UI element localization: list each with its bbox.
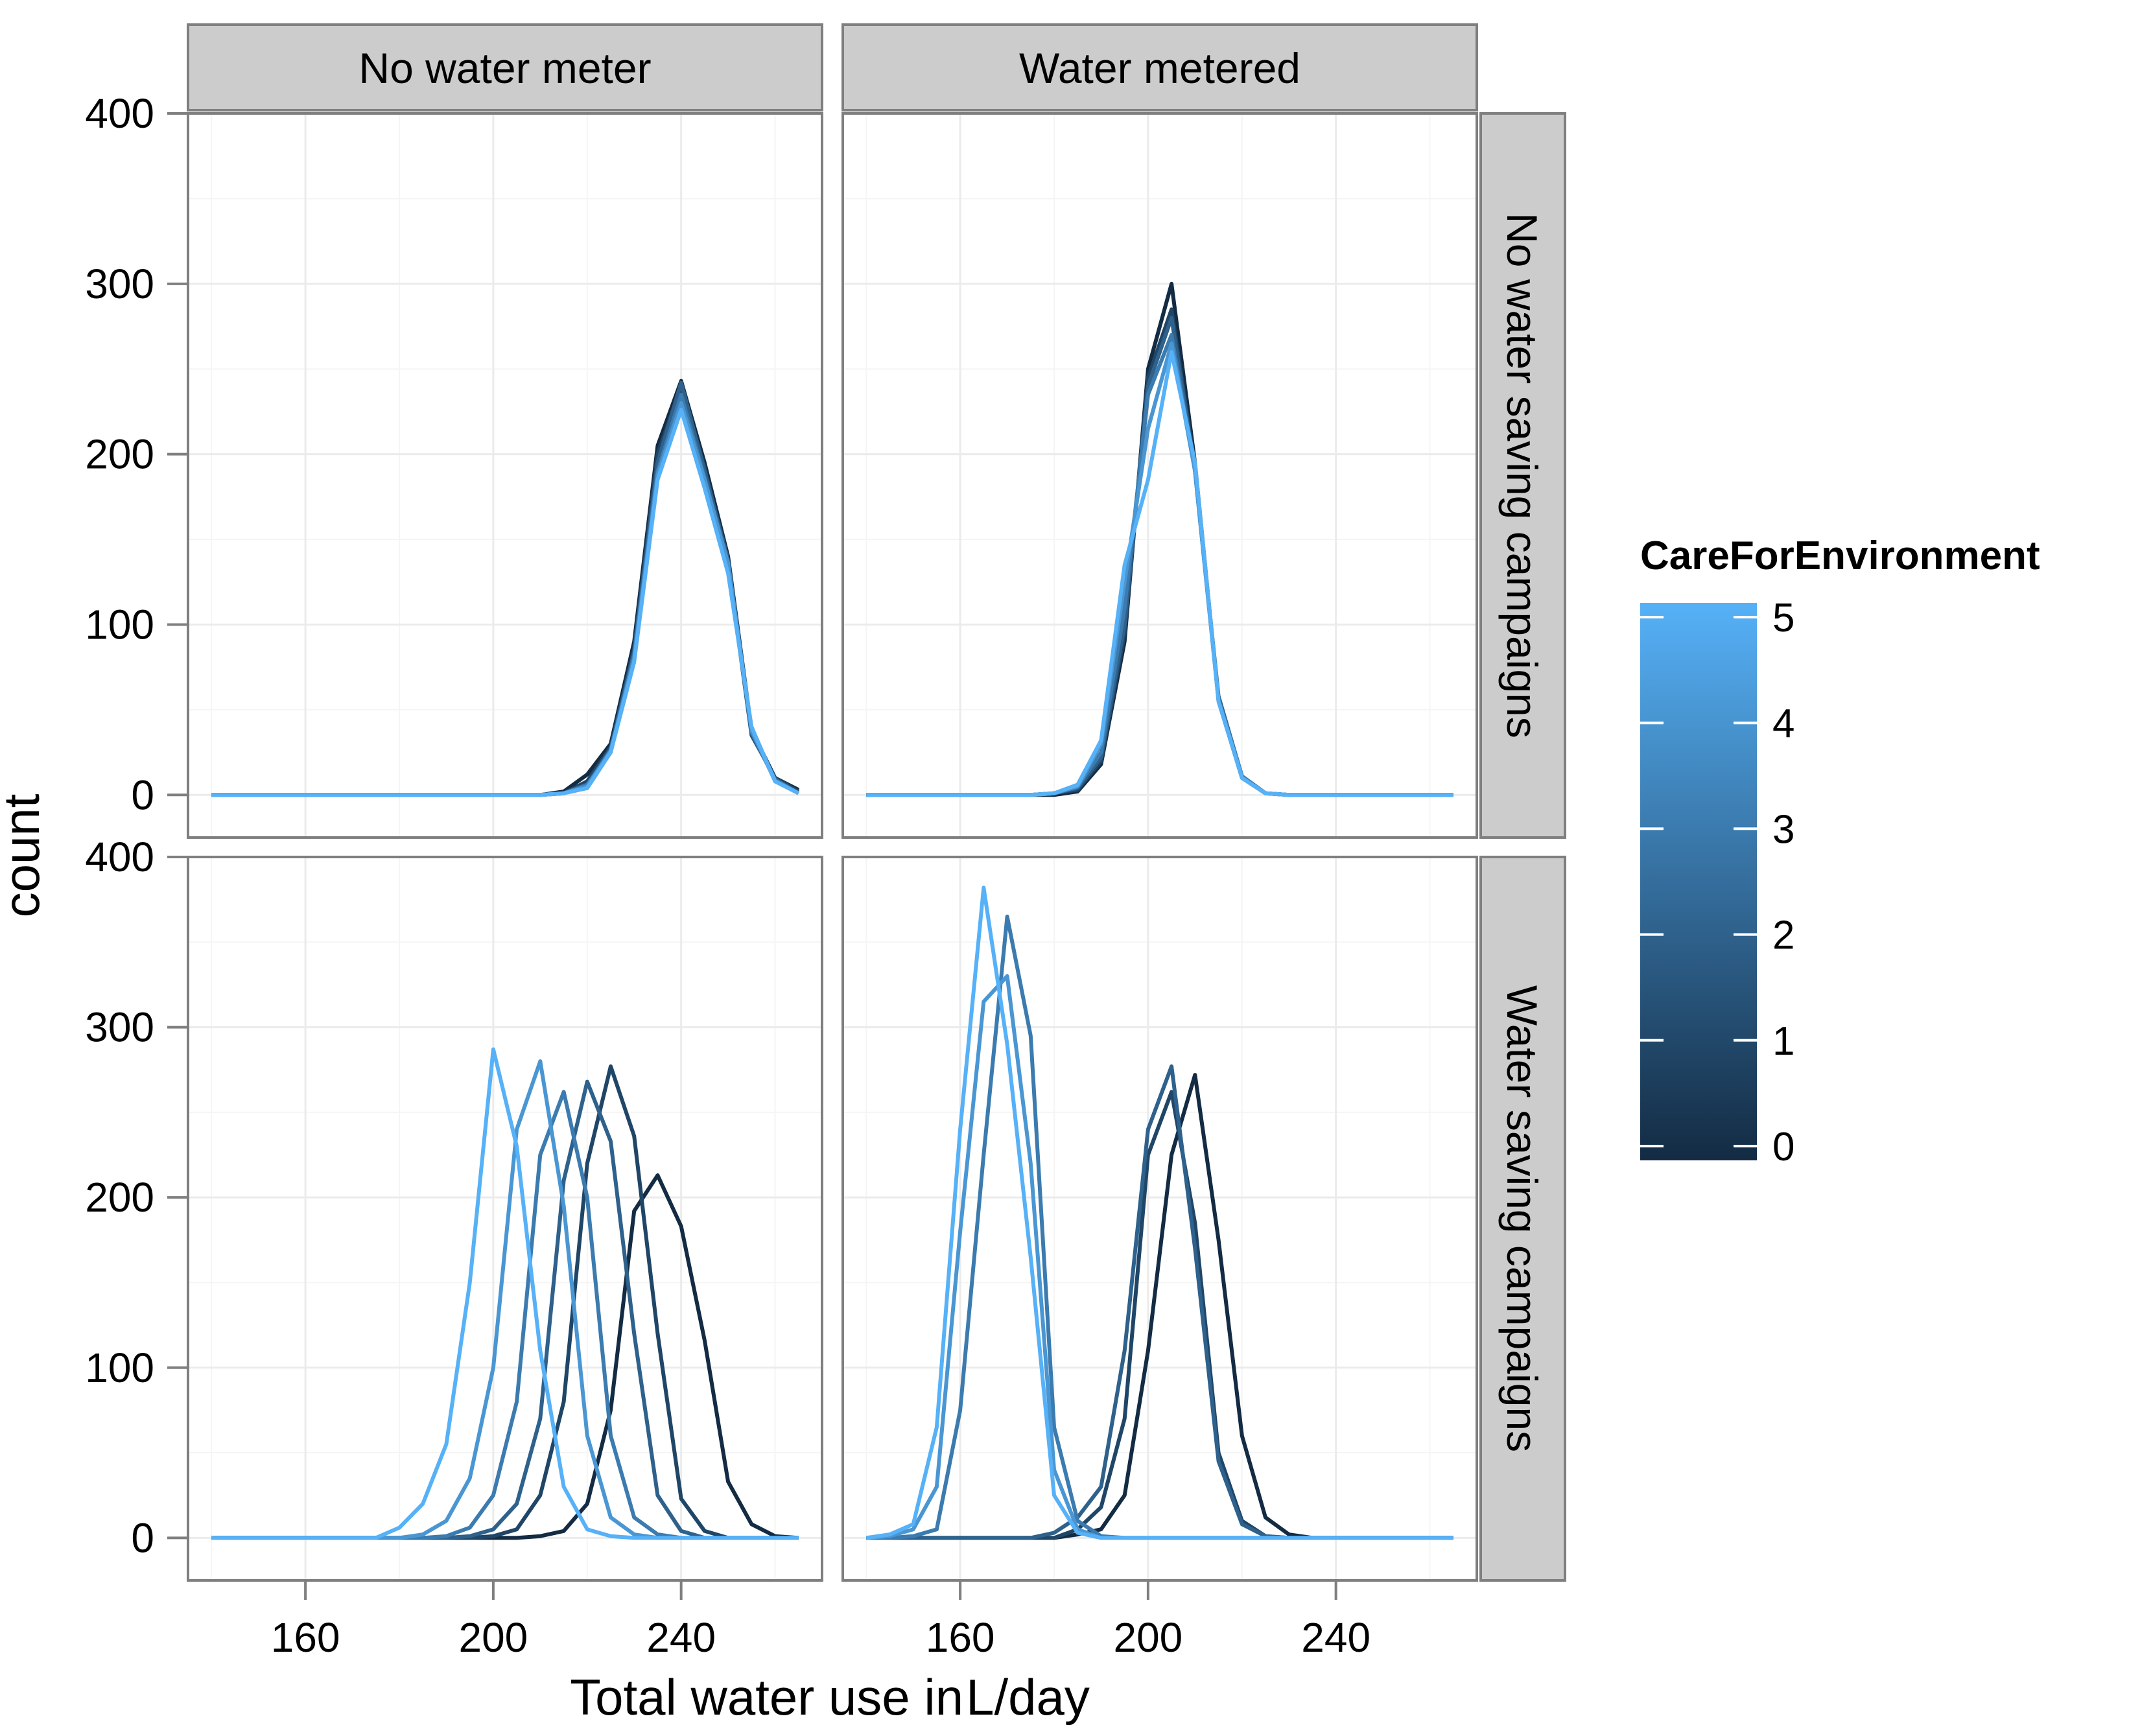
legend-tick-label: 4: [1772, 701, 1794, 746]
strip-label: No water meter: [359, 44, 651, 92]
y-tick-label: 300: [85, 261, 154, 307]
panel-background: [843, 113, 1477, 838]
panel-border: [187, 112, 823, 839]
x-tick-label: 200: [458, 1614, 528, 1661]
strip-background: [187, 23, 823, 111]
y-tick-label: 300: [85, 1004, 154, 1051]
legend-colorbar: [1640, 603, 1757, 1160]
panel-water-saving-campaigns--no-water-meter: [187, 856, 823, 1582]
legend-tick-label: 3: [1772, 807, 1794, 852]
x-tick-label: 160: [926, 1614, 995, 1661]
x-axis-col-2: 160 200 240: [926, 1580, 1370, 1661]
x-axis-title-prefix: Total water use in: [570, 1669, 963, 1726]
x-tick-label: 160: [271, 1614, 340, 1661]
y-tick-label: 0: [131, 1514, 154, 1561]
panel-border: [187, 856, 823, 1582]
y-tick-label: 200: [85, 431, 154, 478]
x-tick-label: 240: [646, 1614, 716, 1661]
y-tick-label: 400: [85, 90, 154, 137]
panel-border: [841, 112, 1478, 839]
y-axis-row-2: 0 100 200 300 400: [85, 834, 188, 1561]
y-axis-title: count: [0, 793, 50, 917]
strip-label: No water saving campaigns: [1498, 213, 1546, 738]
legend-tick-label: 1: [1772, 1019, 1794, 1064]
panel-border: [841, 856, 1478, 1582]
x-tick-label: 200: [1113, 1614, 1182, 1661]
x-axis-col-1: 160 200 240: [271, 1580, 716, 1661]
legend-tick-label: 5: [1772, 596, 1794, 640]
strip-label: Water metered: [1019, 44, 1300, 92]
strip-col-water-metered: Water metered: [841, 23, 1478, 111]
legend-title: CareForEnvironment: [1640, 534, 2040, 578]
x-axis-title: Total water use inL/day: [570, 1669, 1090, 1726]
legend-tick-label: 0: [1772, 1125, 1794, 1169]
strip-row-water-saving-campaigns: Water saving campaigns: [1479, 856, 1566, 1582]
y-tick-label: 0: [131, 771, 154, 818]
x-tick-label: 240: [1301, 1614, 1370, 1661]
y-axis-row-1: 0 100 200 300 400: [85, 90, 188, 818]
legend: CareForEnvironment 0 1 2 3 4 5: [1640, 534, 2040, 1169]
series-line-care-5: [211, 408, 800, 797]
strip-col-no-water-meter: No water meter: [187, 23, 823, 111]
strip-row-no-water-saving-campaigns: No water saving campaigns: [1479, 112, 1566, 839]
y-tick-label: 400: [85, 834, 154, 880]
y-tick-label: 100: [85, 1344, 154, 1391]
y-tick-label: 200: [85, 1174, 154, 1221]
strip-background: [1479, 112, 1566, 839]
legend-tick-label: 2: [1772, 913, 1794, 958]
panel-no-water-saving-campaigns--no-water-meter: [187, 112, 823, 839]
panel-background: [188, 113, 822, 838]
series-line-care-5: [865, 886, 1453, 1540]
panel-background: [188, 857, 822, 1580]
strip-background: [841, 23, 1478, 111]
strip-background: [1479, 856, 1566, 1582]
series-line-care-5: [211, 1047, 799, 1540]
strip-label: Water saving campaigns: [1498, 985, 1546, 1452]
series-line-care-5: [866, 350, 1453, 797]
x-axis-title-unit: L/day: [966, 1669, 1090, 1726]
panel-water-saving-campaigns--water-metered: [841, 856, 1478, 1582]
panel-no-water-saving-campaigns--water-metered: [841, 112, 1478, 839]
y-tick-label: 100: [85, 601, 154, 648]
